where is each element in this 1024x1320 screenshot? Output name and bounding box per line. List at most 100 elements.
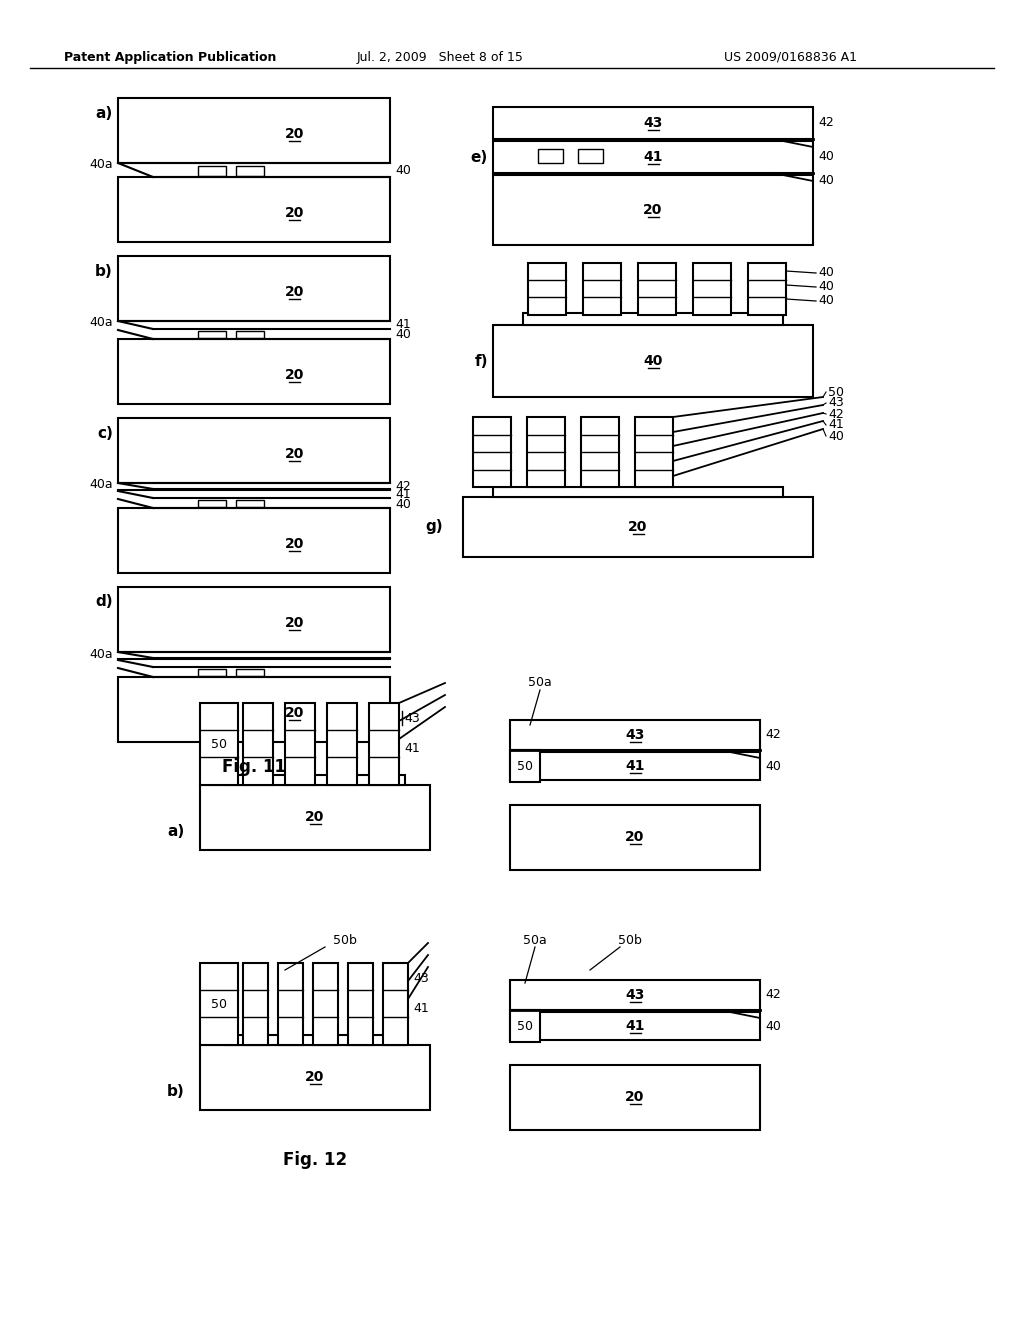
Bar bbox=[473, 417, 511, 487]
Bar bbox=[236, 669, 264, 676]
Bar bbox=[493, 487, 783, 498]
Text: f): f) bbox=[474, 354, 488, 368]
Bar bbox=[225, 1035, 406, 1045]
Bar bbox=[383, 964, 408, 1045]
Bar bbox=[527, 417, 565, 487]
Text: 40: 40 bbox=[643, 354, 663, 368]
Bar bbox=[510, 719, 760, 750]
Text: 50a: 50a bbox=[528, 676, 552, 689]
Bar bbox=[493, 176, 813, 246]
Text: 42: 42 bbox=[395, 479, 411, 492]
Text: 40: 40 bbox=[395, 329, 411, 342]
Bar bbox=[635, 417, 673, 487]
Bar bbox=[583, 263, 621, 315]
Text: 40: 40 bbox=[765, 1019, 781, 1032]
Bar bbox=[578, 149, 603, 162]
Text: US 2009/0168836 A1: US 2009/0168836 A1 bbox=[724, 50, 856, 63]
Text: 40: 40 bbox=[818, 294, 834, 308]
Text: 43: 43 bbox=[404, 711, 420, 725]
Bar bbox=[510, 979, 760, 1010]
Text: e): e) bbox=[471, 149, 488, 165]
Text: 50b: 50b bbox=[333, 933, 357, 946]
Text: 20: 20 bbox=[626, 830, 645, 843]
Bar bbox=[538, 149, 563, 162]
Bar bbox=[493, 141, 813, 173]
Bar bbox=[693, 263, 731, 315]
Text: 40: 40 bbox=[818, 150, 834, 164]
Text: 40: 40 bbox=[818, 173, 834, 186]
Text: 50: 50 bbox=[211, 998, 227, 1011]
Bar bbox=[225, 775, 406, 785]
Bar bbox=[493, 325, 813, 397]
Bar bbox=[118, 418, 390, 483]
Text: 43: 43 bbox=[626, 987, 645, 1002]
Bar bbox=[528, 263, 566, 315]
Bar bbox=[118, 98, 390, 162]
Text: 41: 41 bbox=[404, 742, 420, 755]
Text: 40a: 40a bbox=[89, 317, 113, 330]
Text: 20: 20 bbox=[285, 285, 304, 298]
Text: 50: 50 bbox=[211, 738, 227, 751]
Bar bbox=[118, 587, 390, 652]
Text: c): c) bbox=[97, 425, 113, 441]
Text: 42: 42 bbox=[765, 989, 780, 1002]
Bar bbox=[200, 964, 238, 1045]
Bar bbox=[236, 500, 264, 507]
Text: 43: 43 bbox=[626, 729, 645, 742]
Bar bbox=[285, 704, 315, 785]
Bar bbox=[198, 166, 226, 176]
Text: b): b) bbox=[95, 264, 113, 279]
Text: 20: 20 bbox=[643, 203, 663, 216]
Bar bbox=[510, 750, 540, 781]
Bar bbox=[369, 704, 399, 785]
Bar bbox=[510, 1065, 760, 1130]
Text: Fig. 11: Fig. 11 bbox=[222, 758, 286, 776]
Bar bbox=[200, 1045, 430, 1110]
Bar bbox=[118, 677, 390, 742]
Text: 20: 20 bbox=[285, 537, 304, 550]
Text: 42: 42 bbox=[818, 116, 834, 129]
Text: 41: 41 bbox=[626, 1019, 645, 1034]
Text: 40: 40 bbox=[395, 498, 411, 511]
Text: 40: 40 bbox=[818, 267, 834, 280]
Text: 50: 50 bbox=[517, 759, 534, 772]
Bar bbox=[198, 331, 226, 338]
Bar bbox=[510, 752, 760, 780]
Bar bbox=[510, 1010, 540, 1041]
Text: 50a: 50a bbox=[523, 933, 547, 946]
Text: d): d) bbox=[95, 594, 113, 610]
Text: b): b) bbox=[167, 1085, 185, 1100]
Bar bbox=[510, 805, 760, 870]
Bar bbox=[348, 964, 373, 1045]
Text: 41: 41 bbox=[395, 487, 411, 500]
Text: 20: 20 bbox=[285, 706, 304, 719]
Text: 41: 41 bbox=[828, 418, 844, 432]
Bar bbox=[243, 704, 273, 785]
Bar bbox=[118, 177, 390, 242]
Bar bbox=[198, 500, 226, 507]
Text: 20: 20 bbox=[305, 810, 325, 824]
Bar bbox=[493, 107, 813, 139]
Text: 40: 40 bbox=[395, 164, 411, 177]
Text: 50: 50 bbox=[517, 1019, 534, 1032]
Bar bbox=[463, 498, 813, 557]
Text: a): a) bbox=[96, 106, 113, 120]
Text: 41: 41 bbox=[413, 1002, 429, 1015]
Text: 20: 20 bbox=[285, 127, 304, 141]
Text: 40a: 40a bbox=[89, 479, 113, 491]
Text: 41: 41 bbox=[395, 318, 411, 331]
Text: 40a: 40a bbox=[89, 158, 113, 172]
Bar bbox=[200, 785, 430, 850]
Text: 40a: 40a bbox=[89, 648, 113, 660]
Text: 20: 20 bbox=[285, 368, 304, 381]
Text: 20: 20 bbox=[285, 206, 304, 219]
Text: a): a) bbox=[168, 825, 185, 840]
Text: Patent Application Publication: Patent Application Publication bbox=[63, 50, 276, 63]
Text: 41: 41 bbox=[626, 759, 645, 774]
Bar bbox=[118, 339, 390, 404]
Bar bbox=[118, 508, 390, 573]
Text: g): g) bbox=[425, 520, 443, 535]
Text: 50: 50 bbox=[828, 385, 844, 399]
Bar bbox=[278, 964, 303, 1045]
Text: 42: 42 bbox=[828, 408, 844, 421]
